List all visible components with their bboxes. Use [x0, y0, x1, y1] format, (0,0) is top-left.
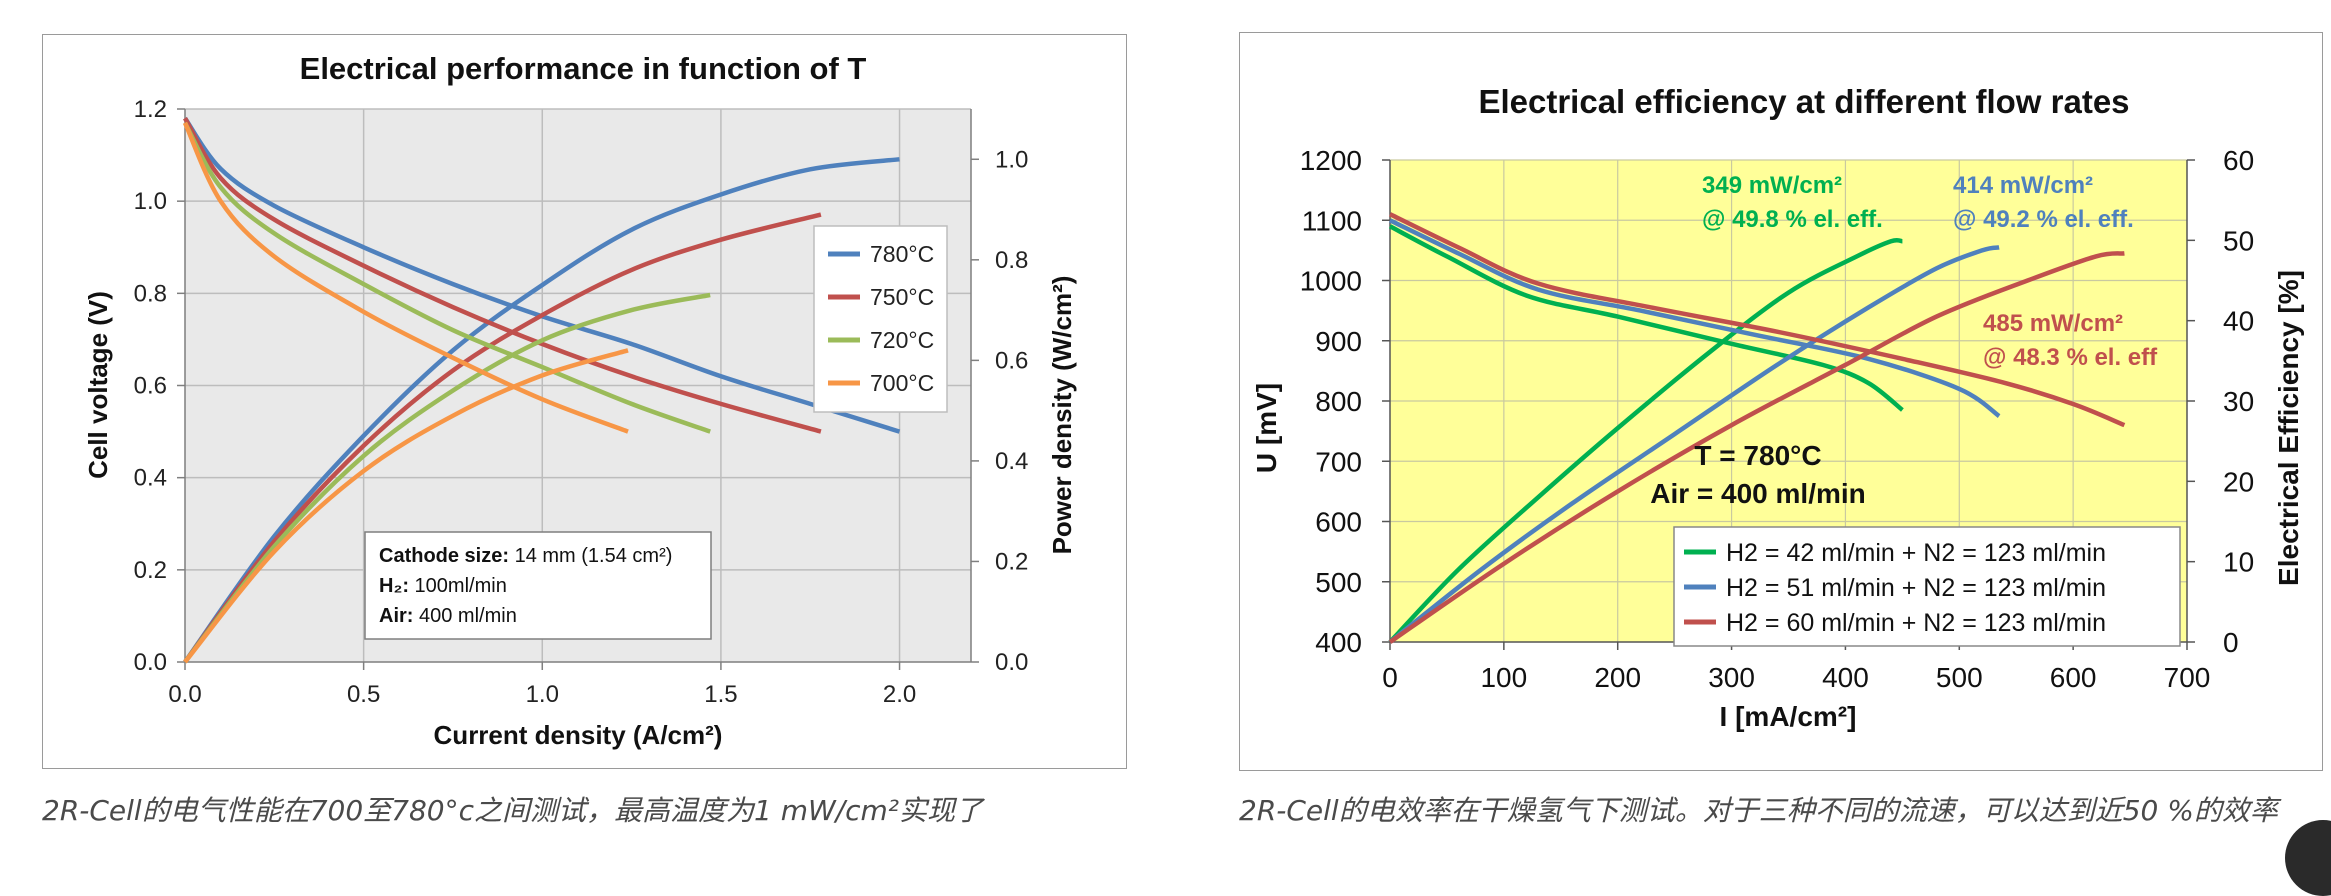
- info-box-line: Air: 400 ml/min: [379, 605, 517, 627]
- info-box: [364, 531, 712, 640]
- series-voltage-line: [1389, 218, 2001, 418]
- x-tick-label: 1.0: [526, 681, 559, 708]
- legend-label: 780°C: [870, 241, 934, 267]
- y-axis-label: U [mV]: [1251, 383, 1282, 473]
- y-tick-label: 1200: [1300, 145, 1362, 176]
- annotation-efficiency: @ 49.2 % el. eff.: [1953, 206, 2134, 233]
- y2-axis-label: Electrical Efficiency [%]: [2273, 270, 2304, 586]
- y2-tick-label: 0.0: [995, 649, 1028, 676]
- y2-tick-label: 0.6: [995, 347, 1028, 374]
- caption-left: 2R-Cell的电气性能在700至780°c之间测试，最高温度为1 mW/cm²…: [42, 794, 983, 827]
- y2-tick-label: 60: [2223, 145, 2254, 176]
- legend-label: H2 = 60 ml/min + N2 = 123 ml/min: [1726, 609, 2106, 637]
- legend-box: [1673, 526, 2181, 647]
- annotation-efficiency: @ 48.3 % el. eff: [1983, 344, 2158, 371]
- series-power-line: [183, 348, 629, 664]
- series-voltage-line: [1388, 224, 1904, 412]
- y-tick-label: 0.4: [134, 465, 167, 492]
- annotation-power: 349 mW/cm²: [1702, 172, 1842, 199]
- annotation-power: 485 mW/cm²: [1983, 310, 2123, 337]
- series-power-line: [183, 157, 900, 664]
- y-tick-label: 800: [1315, 386, 1362, 417]
- x-tick-label: 1.5: [704, 681, 737, 708]
- info-box-key: H₂:: [379, 575, 409, 597]
- series-power-line: [183, 212, 822, 664]
- info-box-key: Cathode size:: [379, 545, 509, 567]
- x-tick-label: 600: [2050, 662, 2097, 693]
- chart-left-panel: 0.0 0.5 1.0 1.5 2.0 0.0 0.2 0.4 0.6 0.8 1.0 1.2 0.0 0…: [42, 34, 1127, 769]
- chart-left: 0.0 0.5 1.0 1.5 2.0 0.0 0.2 0.4 0.6 0.8 1.0 1.2 0.0 0…: [83, 51, 1077, 750]
- y2-tick-label: 30: [2223, 386, 2254, 417]
- x-tick-label: 2.0: [883, 681, 916, 708]
- x-tick-label: 0.0: [168, 681, 201, 708]
- chart-title: Electrical performance in function of T: [300, 51, 867, 86]
- x-tick-label: 0: [1382, 662, 1398, 693]
- y-tick-label: 600: [1315, 507, 1362, 538]
- x-tick-label: 400: [1822, 662, 1869, 693]
- y2-axis-label: Power density (W/cm²): [1047, 276, 1077, 555]
- condition-air: Air = 400 ml/min: [1650, 478, 1866, 509]
- series-efficiency-line: [1388, 251, 2125, 644]
- series-power-line: [183, 292, 711, 664]
- corner-badge[interactable]: [2285, 820, 2331, 896]
- chart-right-panel: 0 100 200 300 400 500 600 700 400 500 600 700 800 900…: [1239, 32, 2323, 771]
- y2-tick-label: 10: [2223, 547, 2254, 578]
- info-box-value: 14 mm (1.54 cm²): [509, 545, 672, 567]
- y2-tick-label: 20: [2223, 466, 2254, 497]
- y-tick-label: 700: [1315, 446, 1362, 477]
- y-tick-label: 0.0: [134, 649, 167, 676]
- chart-right: 0 100 200 300 400 500 600 700400500600700800900…: [1251, 83, 2304, 732]
- y-tick-label: 900: [1315, 326, 1362, 357]
- y2-tick-label: 0.4: [995, 448, 1028, 475]
- y-tick-label: 1000: [1300, 266, 1362, 297]
- y-tick-label: 0.8: [134, 280, 167, 307]
- condition-temperature: T = 780°C: [1694, 440, 1821, 471]
- y-tick-label: 500: [1315, 567, 1362, 598]
- series-voltage-line: [183, 121, 711, 434]
- x-tick-label: 500: [1936, 662, 1983, 693]
- y2-tick-label: 0.8: [995, 247, 1028, 274]
- y-tick-label: 1.2: [134, 96, 167, 123]
- y2-tick-label: 0.2: [995, 548, 1028, 575]
- x-tick-label: 200: [1594, 662, 1641, 693]
- annotation-efficiency: @ 49.8 % el. eff.: [1702, 206, 1883, 233]
- y-tick-label: 0.2: [134, 557, 167, 584]
- y-tick-label: 1100: [1302, 205, 1362, 236]
- info-box-line: H₂: 100ml/min: [379, 575, 507, 597]
- x-axis-label: Current density (A/cm²): [434, 720, 723, 750]
- legend-label: 750°C: [870, 284, 934, 310]
- x-tick-label: 100: [1480, 662, 1527, 693]
- caption-right: 2R-Cell的电效率在干燥氢气下测试。对于三种不同的流速，可以达到近50 %的…: [1239, 794, 2278, 827]
- info-box-value: 400 ml/min: [413, 605, 516, 627]
- series-voltage-line: [183, 117, 822, 434]
- x-tick-label: 700: [2164, 662, 2211, 693]
- series-efficiency-line: [1388, 237, 1903, 644]
- y2-tick-label: 40: [2223, 306, 2254, 337]
- info-box-value: 100ml/min: [409, 575, 507, 597]
- series-efficiency-line: [1388, 245, 2000, 644]
- y2-tick-label: 50: [2223, 225, 2254, 256]
- x-tick-label: 300: [1708, 662, 1755, 693]
- y-tick-label: 400: [1315, 627, 1362, 658]
- y-axis-label: Cell voltage (V): [83, 291, 113, 479]
- series-voltage-line: [1389, 212, 2126, 428]
- legend-label: 700°C: [870, 370, 934, 396]
- x-tick-label: 0.5: [347, 681, 380, 708]
- chart-title: Electrical efficiency at different flow …: [1478, 83, 2129, 120]
- y-tick-label: 1.0: [134, 188, 167, 215]
- info-box-key: Air:: [379, 605, 413, 627]
- legend-label: H2 = 51 ml/min + N2 = 123 ml/min: [1726, 574, 2106, 602]
- series-voltage-line: [182, 121, 629, 434]
- legend-label: 720°C: [870, 327, 934, 353]
- y2-tick-label: 0: [2223, 627, 2239, 658]
- x-axis-label: I [mA/cm²]: [1720, 701, 1857, 732]
- legend-label: H2 = 42 ml/min + N2 = 123 ml/min: [1726, 539, 2106, 567]
- info-box-line: Cathode size: 14 mm (1.54 cm²): [379, 545, 672, 567]
- annotation-power: 414 mW/cm²: [1953, 172, 2093, 199]
- y2-tick-label: 1.0: [995, 146, 1028, 173]
- y-tick-label: 0.6: [134, 373, 167, 400]
